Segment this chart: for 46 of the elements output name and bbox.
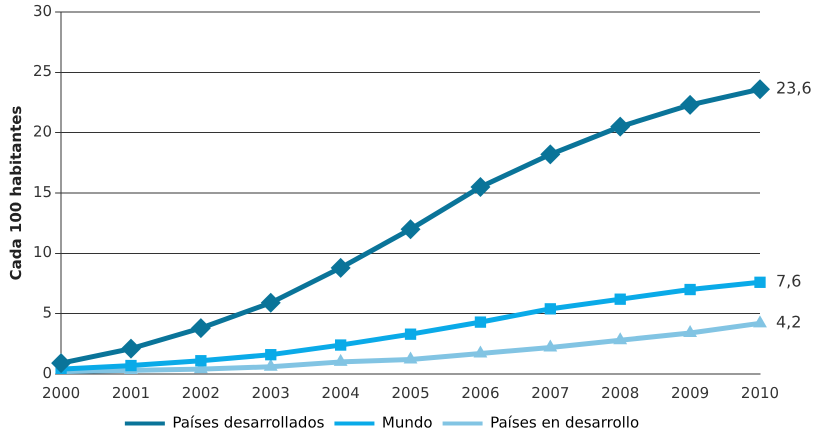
y-tick-label: 0 bbox=[42, 364, 52, 382]
point bbox=[750, 79, 770, 100]
x-tick-label: 2009 bbox=[671, 384, 710, 402]
point bbox=[260, 292, 281, 313]
y-tick-label: 30 bbox=[32, 2, 52, 20]
data-label: 23,6 bbox=[776, 78, 812, 98]
point bbox=[120, 338, 141, 359]
x-tick-label: 2006 bbox=[461, 384, 500, 402]
x-tick-label: 2008 bbox=[601, 384, 640, 402]
point bbox=[684, 284, 696, 296]
y-tick-label: 10 bbox=[32, 243, 52, 262]
point bbox=[544, 303, 556, 314]
y-tick-label: 15 bbox=[32, 182, 52, 201]
legend-label: Países desarrollados bbox=[172, 413, 325, 432]
x-tick-label: 2010 bbox=[740, 384, 780, 402]
legend-label: Países en desarrollo bbox=[490, 413, 640, 432]
point bbox=[265, 349, 276, 360]
x-tick-label: 2005 bbox=[391, 384, 430, 402]
point bbox=[334, 339, 346, 351]
point bbox=[330, 258, 351, 278]
point bbox=[540, 144, 560, 164]
x-tick-label: 2001 bbox=[112, 384, 150, 402]
point bbox=[610, 116, 630, 137]
point bbox=[680, 94, 700, 115]
legend-label: Mundo bbox=[382, 413, 433, 432]
y-tick-label: 20 bbox=[32, 122, 52, 141]
point bbox=[474, 316, 486, 328]
point bbox=[125, 360, 137, 372]
x-tick-label: 2000 bbox=[42, 384, 80, 402]
x-tick-label: 2003 bbox=[252, 384, 290, 402]
point bbox=[614, 294, 626, 305]
point bbox=[404, 328, 416, 340]
data-label: 4,2 bbox=[776, 312, 802, 332]
x-tick-label: 2002 bbox=[182, 384, 220, 402]
point bbox=[470, 176, 490, 197]
point bbox=[51, 353, 72, 374]
x-tick-label: 2004 bbox=[322, 384, 360, 402]
y-axis-title: Cada 100 habitantes bbox=[6, 106, 25, 280]
data-label: 7,6 bbox=[776, 271, 802, 290]
point bbox=[195, 355, 207, 366]
point bbox=[190, 318, 211, 338]
point bbox=[754, 276, 766, 288]
x-tick-label: 2007 bbox=[531, 384, 570, 402]
y-tick-label: 25 bbox=[32, 62, 52, 80]
point bbox=[400, 219, 421, 240]
y-tick-label: 5 bbox=[42, 304, 52, 322]
